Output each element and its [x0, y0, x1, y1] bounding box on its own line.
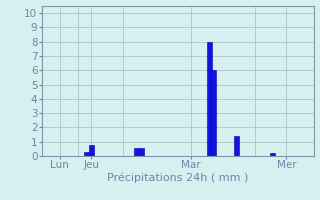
Bar — [134, 148, 139, 156]
Bar — [270, 153, 275, 156]
Bar — [84, 152, 89, 156]
Bar — [207, 42, 212, 156]
X-axis label: Précipitations 24h ( mm ): Précipitations 24h ( mm ) — [107, 173, 248, 183]
Bar — [234, 136, 239, 156]
Bar — [89, 145, 94, 156]
Bar — [139, 148, 144, 156]
Bar — [212, 70, 216, 156]
